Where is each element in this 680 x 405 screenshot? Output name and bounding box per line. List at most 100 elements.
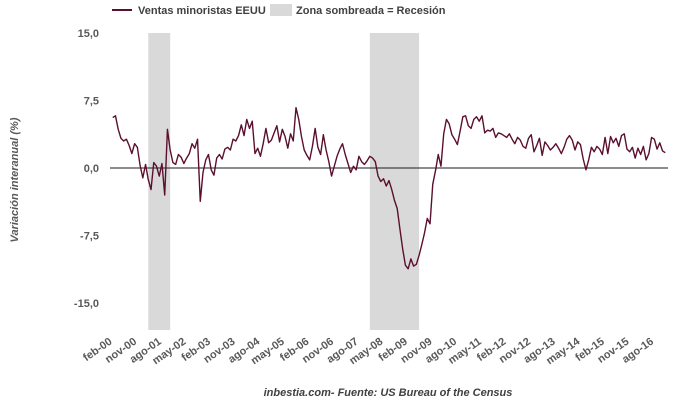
data-point-2013-08: [555, 143, 557, 145]
data-point-2011-04: [478, 120, 480, 122]
data-point-2007-06: [352, 165, 354, 167]
data-point-2012-06: [516, 136, 518, 138]
data-point-2007-02: [341, 143, 343, 145]
data-point-2009-07: [421, 243, 423, 245]
data-point-2001-01: [142, 177, 144, 179]
data-point-2003-09: [229, 149, 231, 151]
data-point-2001-10: [166, 128, 168, 130]
data-point-2016-04: [642, 145, 644, 147]
data-point-2002-03: [180, 156, 182, 158]
data-point-2009-05: [415, 263, 417, 265]
data-point-2003-10: [232, 138, 234, 140]
data-point-2013-11: [563, 146, 565, 148]
data-point-2014-09: [590, 146, 592, 148]
data-point-2006-07: [322, 134, 324, 136]
data-point-2014-02: [571, 139, 573, 141]
legend-shade-swatch: [270, 4, 292, 16]
data-point-2000-03: [114, 115, 116, 117]
data-point-2014-11: [596, 145, 598, 147]
data-point-2009-08: [423, 232, 425, 234]
data-point-2013-06: [549, 149, 551, 151]
data-point-2004-05: [251, 120, 253, 122]
source-note: inbestia.com- Fuente: US Bureau of the C…: [264, 387, 513, 399]
data-point-2010-03: [443, 133, 445, 135]
data-point-2011-08: [489, 130, 491, 132]
data-point-2000-04: [117, 128, 119, 130]
data-point-2015-09: [623, 133, 625, 135]
data-point-2014-07: [585, 169, 587, 171]
data-point-2011-11: [497, 132, 499, 134]
data-point-2013-01: [536, 144, 538, 146]
data-point-2000-08: [128, 144, 130, 146]
data-point-2004-08: [259, 155, 261, 157]
data-point-2003-01: [207, 153, 209, 155]
data-point-2005-07: [289, 133, 291, 135]
y-tick-label: 0,0: [84, 163, 99, 175]
data-point-2004-10: [265, 127, 267, 129]
data-point-2016-06: [648, 152, 650, 154]
data-point-2015-12: [631, 146, 633, 148]
data-point-2003-02: [210, 169, 212, 171]
data-point-2012-09: [525, 147, 527, 149]
data-point-2001-03: [147, 179, 149, 181]
data-point-2013-09: [557, 147, 559, 149]
data-point-2007-05: [350, 171, 352, 173]
data-point-2016-08: [653, 138, 655, 140]
recession-band-1: [148, 33, 171, 330]
data-point-2003-07: [224, 148, 226, 150]
data-point-2012-12: [533, 151, 535, 153]
data-point-2007-03: [344, 153, 346, 155]
data-point-2003-12: [237, 134, 239, 136]
data-point-2000-05: [120, 137, 122, 139]
data-point-2010-09: [459, 130, 461, 132]
data-point-2013-07: [552, 146, 554, 148]
data-point-2003-11: [235, 140, 237, 142]
data-point-2007-08: [358, 155, 360, 157]
y-tick-label: -7,5: [80, 231, 99, 243]
data-point-2014-01: [568, 134, 570, 136]
legend-shade-label: Zona sombreada = Recesión: [296, 5, 446, 17]
data-point-2012-02: [505, 136, 507, 138]
data-point-2009-02: [407, 268, 409, 270]
data-point-2007-07: [355, 169, 357, 171]
data-point-2003-05: [218, 153, 220, 155]
data-point-2013-04: [544, 141, 546, 143]
retail-sales-line: [112, 107, 666, 270]
y-axis-ticks: 15,0 7,5 0,0 -7,5 -15,0: [74, 28, 99, 310]
data-point-2002-02: [177, 153, 179, 155]
data-point-2015-04: [609, 135, 611, 137]
data-point-2011-10: [494, 136, 496, 138]
data-point-2014-04: [577, 141, 579, 143]
data-point-2012-10: [527, 137, 529, 139]
data-point-2002-11: [202, 171, 204, 173]
data-point-2006-05: [317, 146, 319, 148]
data-point-2011-02: [473, 118, 475, 120]
data-point-2005-01: [273, 132, 275, 134]
data-point-2008-08: [391, 188, 393, 190]
data-point-2002-04: [183, 162, 185, 164]
data-point-2009-04: [412, 265, 414, 267]
data-point-2016-07: [650, 136, 652, 138]
data-point-2011-01: [470, 127, 472, 129]
data-point-2012-07: [519, 139, 521, 141]
data-point-2015-02: [604, 136, 606, 138]
data-point-2012-08: [522, 145, 524, 147]
data-point-2015-06: [615, 137, 617, 139]
data-point-2009-03: [410, 258, 412, 260]
data-point-2006-02: [308, 159, 310, 161]
data-point-2007-11: [366, 160, 368, 162]
data-point-2005-06: [287, 147, 289, 149]
data-point-2000-09: [131, 152, 133, 154]
y-tick-label: 15,0: [78, 28, 99, 40]
data-point-2007-01: [339, 148, 341, 150]
data-point-2010-08: [456, 143, 458, 145]
data-point-2002-06: [188, 152, 190, 154]
data-point-2004-01: [240, 124, 242, 126]
data-point-2007-12: [369, 155, 371, 157]
data-point-2014-08: [587, 159, 589, 161]
data-point-2007-09: [360, 161, 362, 163]
data-point-2002-07: [191, 143, 193, 145]
data-point-2010-01: [437, 153, 439, 155]
data-point-2016-12: [664, 152, 666, 154]
